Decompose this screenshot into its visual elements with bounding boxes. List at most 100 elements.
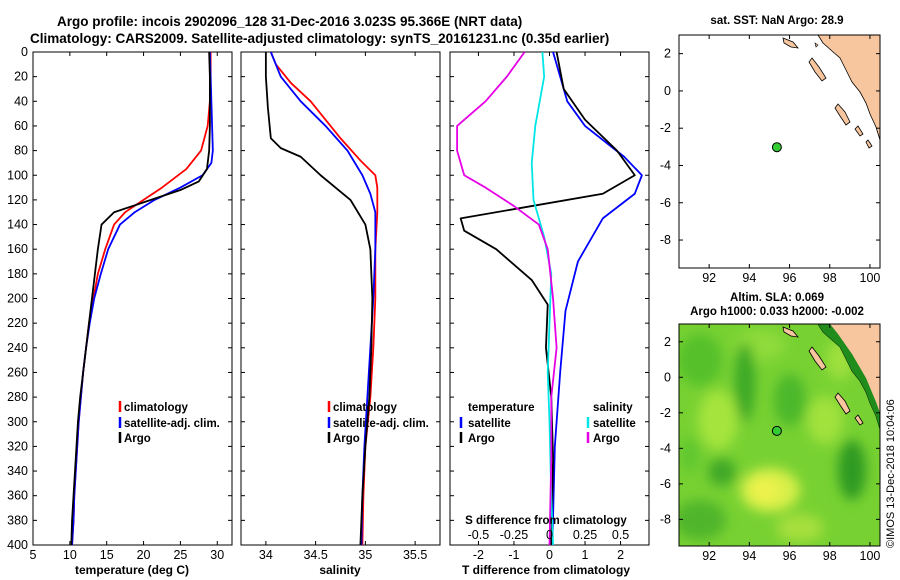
- island-simeulue: [782, 37, 799, 49]
- difference-legend: temperature satellite Argo salinity sate…: [459, 402, 636, 445]
- map-x-tick-label: 100: [860, 271, 881, 285]
- salinity-axis-label: salinity: [319, 563, 361, 577]
- island-nias: [808, 57, 827, 82]
- temperature-axis-label: temperature (deg C): [75, 563, 189, 577]
- x-tick-label: 0: [546, 548, 553, 562]
- map-x-tick-label: 98: [823, 549, 837, 563]
- x-tick-label: -2: [473, 548, 484, 562]
- legend-satellite: satellite-adj. clim.: [333, 418, 429, 430]
- temperature-x-axis: 5 10 15 20 25 30: [30, 52, 224, 562]
- s-diff-tick-label: 0.25: [573, 528, 597, 542]
- depth-tick-label: 160: [7, 242, 28, 256]
- sumatra-coastline: [817, 35, 880, 142]
- legend-climatology: climatology: [333, 402, 398, 414]
- series-argo: [70, 52, 211, 545]
- map-y-tick-label: 0: [664, 84, 671, 98]
- series-temperature-satellite: [551, 52, 643, 545]
- depth-tick-label: 320: [7, 439, 28, 453]
- s-difference-label: S difference from climatology: [465, 515, 627, 527]
- depth-tick-label: 140: [7, 218, 28, 232]
- map-y-tick-label: -6: [660, 477, 671, 491]
- depth-tick-label: 280: [7, 390, 28, 404]
- x-tick-label: 10: [63, 548, 77, 562]
- depth-tick-label: 220: [7, 316, 28, 330]
- island-siberut: [834, 103, 851, 126]
- map-y-tick-label: 0: [664, 370, 671, 384]
- map-x-tick-label: 94: [742, 271, 756, 285]
- depth-axis: 0 20 40 60 80 100 120 140 160 180 200 220 240 260 280 3…: [7, 45, 649, 552]
- difference-series: [456, 52, 643, 545]
- x-tick-label: -1: [508, 548, 519, 562]
- legend-t-argo: Argo: [468, 433, 495, 445]
- legend-climatology: climatology: [124, 402, 189, 414]
- s-diff-tick-label: -0.5: [468, 528, 490, 542]
- map-y-tick-label: -2: [660, 121, 671, 135]
- difference-x-axis: -2 -1 0 1 2: [473, 52, 624, 562]
- legend-t-satellite: satellite: [468, 418, 511, 430]
- map-x-tick-label: 92: [702, 271, 716, 285]
- s-diff-tick-label: -0.25: [500, 528, 529, 542]
- x-tick-label: 35: [358, 548, 372, 562]
- legend-satellite: satellite-adj. clim.: [124, 418, 220, 430]
- x-tick-label: 20: [137, 548, 151, 562]
- s-diff-tick-label: 0: [546, 528, 553, 542]
- legend-argo: Argo: [124, 433, 151, 445]
- map-y-tick-label: 2: [664, 47, 671, 61]
- depth-tick-label: 60: [14, 119, 28, 133]
- depth-tick-label: 200: [7, 292, 28, 306]
- sla-map-subtitle: Argo h1000: 0.033 h2000: -0.002: [690, 306, 864, 318]
- salinity-x-axis: 34 34.5 35 35.5: [259, 52, 427, 562]
- map-y-tick-label: -2: [660, 406, 671, 420]
- legend-s-satellite: satellite: [593, 418, 636, 430]
- title-line-1: Argo profile: incois 2902096_128 31-Dec-…: [57, 14, 522, 29]
- depth-tick-label: 380: [7, 513, 28, 527]
- x-tick-label: 34.5: [303, 548, 327, 562]
- legend-s-argo: Argo: [593, 433, 620, 445]
- temperature-legend: climatology satellite-adj. clim. Argo: [118, 401, 220, 445]
- depth-tick-label: 120: [7, 193, 28, 207]
- salinity-series: [264, 52, 379, 545]
- s-diff-tick-label: 0.5: [612, 528, 629, 542]
- depth-tick-label: 360: [7, 489, 28, 503]
- x-tick-label: 2: [617, 548, 624, 562]
- depth-tick-label: 180: [7, 267, 28, 281]
- map-x-tick-label: 100: [860, 549, 881, 563]
- sst-map-title: sat. SST: NaN Argo: 28.9: [710, 15, 843, 27]
- imos-watermark: ©IMOS 13-Dec-2018 10:04:06: [885, 399, 897, 548]
- map-x-tick-label: 96: [783, 549, 797, 563]
- x-tick-label: 15: [100, 548, 114, 562]
- s-difference-ticks: -0.5 -0.25 0 0.25 0.5: [468, 528, 630, 542]
- depth-tick-label: 260: [7, 365, 28, 379]
- series-climatology: [270, 52, 379, 545]
- series-salinity-argo: [456, 52, 558, 545]
- sla-map-frame: [678, 323, 881, 547]
- argo-float-marker-sla: [771, 425, 782, 436]
- map-y-tick-label: -6: [660, 196, 671, 210]
- x-tick-label: 34: [259, 548, 273, 562]
- x-tick-label: 25: [173, 548, 187, 562]
- depth-tick-label: 80: [14, 144, 28, 158]
- map-x-tick-label: 98: [823, 271, 837, 285]
- depth-tick-label: 40: [14, 94, 28, 108]
- depth-tick-label: 100: [7, 168, 28, 182]
- map-y-tick-label: -4: [660, 158, 671, 172]
- series-argo: [264, 52, 374, 545]
- temperature-plot-area: [32, 51, 233, 546]
- legend-argo: Argo: [333, 433, 360, 445]
- map-x-tick-label: 94: [742, 549, 756, 563]
- legend-salinity-title: salinity: [593, 402, 633, 414]
- depth-tick-label: 20: [14, 70, 28, 84]
- argo-float-marker: [771, 142, 782, 153]
- map-y-tick-label: -4: [660, 441, 671, 455]
- salinity-plot-area: [240, 51, 441, 546]
- series-temperature-argo: [459, 52, 636, 545]
- depth-tick-label: 400: [7, 538, 28, 552]
- x-tick-label: 1: [582, 548, 589, 562]
- depth-tick-label: 0: [21, 45, 28, 59]
- title-line-2: Climatology: CARS2009. Satellite-adjuste…: [30, 31, 609, 46]
- series-satellite-adj-clim-: [270, 52, 377, 545]
- x-tick-label: 35.5: [403, 548, 427, 562]
- depth-tick-label: 340: [7, 464, 28, 478]
- depth-tick-label: 300: [7, 415, 28, 429]
